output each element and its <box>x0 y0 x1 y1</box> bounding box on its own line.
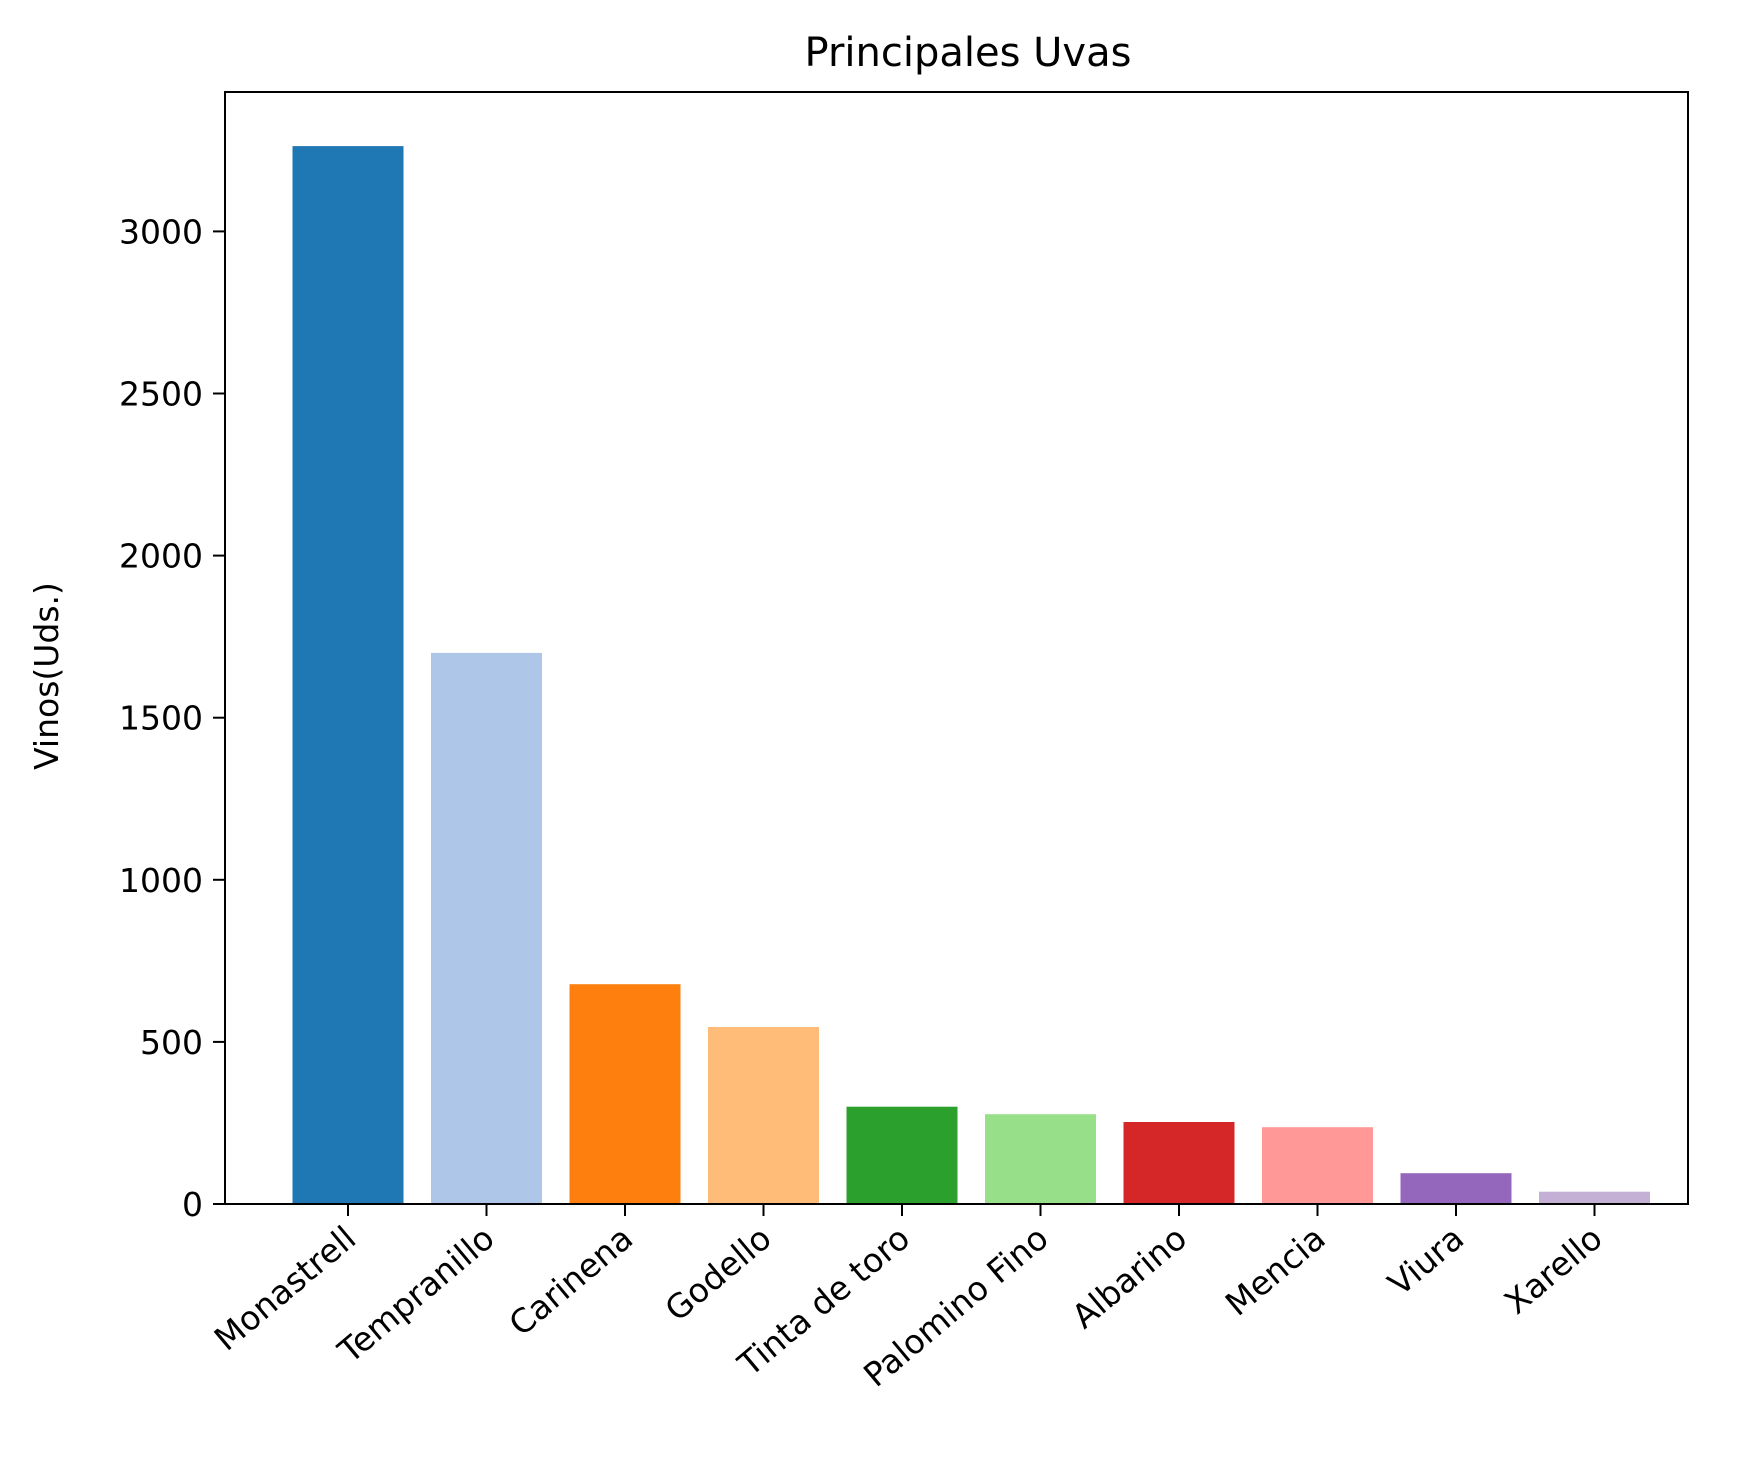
bar-mencia <box>1262 1127 1373 1204</box>
y-tick-label: 1000 <box>119 861 203 900</box>
y-axis-label: Vinos(Uds.) <box>27 582 66 770</box>
x-tick-label: Albarino <box>1064 1218 1194 1336</box>
y-axis-ticks: 0 500 1000 1500 2000 2500 3000 <box>119 212 225 1224</box>
y-tick-label: 1500 <box>119 699 203 738</box>
y-tick-label: 500 <box>140 1023 203 1062</box>
bar-albarino <box>1123 1122 1235 1204</box>
bar-viura <box>1400 1173 1512 1204</box>
x-tick-label: Godello <box>657 1218 778 1329</box>
y-tick-label: 3000 <box>119 212 203 251</box>
x-tick-label: Xarello <box>1497 1218 1610 1321</box>
bar-carinena <box>569 984 681 1204</box>
bars-group <box>292 146 1650 1205</box>
x-tick-label: Mencia <box>1218 1218 1333 1323</box>
x-tick-label: Viura <box>1380 1218 1471 1303</box>
bar-monastrell <box>292 146 404 1205</box>
bar-palomino-fino <box>985 1114 1096 1204</box>
plot-area-frame <box>224 91 1689 1205</box>
y-tick-label: 2500 <box>119 375 203 414</box>
chart-title: Principales Uvas <box>805 30 1132 76</box>
bar-tempranillo <box>431 652 542 1204</box>
y-tick-label: 2000 <box>119 537 203 576</box>
bar-xarello <box>1539 1191 1650 1204</box>
bar-tinta-de-toro <box>846 1106 958 1204</box>
y-tick-label: 0 <box>182 1185 203 1224</box>
x-tick-label: Carinena <box>501 1218 640 1343</box>
bar-godello <box>708 1027 819 1204</box>
